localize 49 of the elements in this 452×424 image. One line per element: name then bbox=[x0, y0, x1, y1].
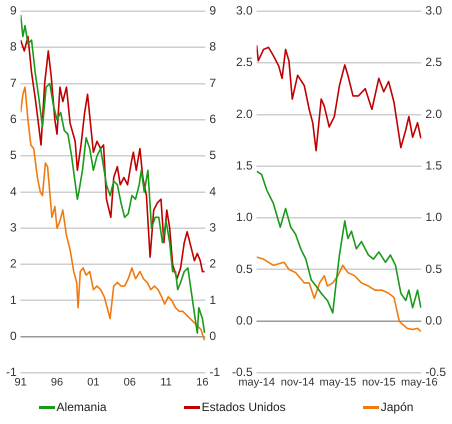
y-tick-label: 5 bbox=[10, 148, 17, 162]
x-tick-label: 06 bbox=[124, 376, 136, 388]
y2-tick-label: 3.0 bbox=[425, 4, 442, 18]
y2-tick-label: 7 bbox=[209, 76, 216, 90]
x-tick-label: may-16 bbox=[400, 376, 438, 388]
x-tick-label: 16 bbox=[196, 376, 209, 388]
y2-tick-label: 5 bbox=[209, 148, 216, 162]
y-tick-label: 1.0 bbox=[236, 210, 253, 224]
y-tick-label: 3.0 bbox=[236, 4, 253, 18]
y-tick-label: 9 bbox=[10, 4, 17, 18]
y2-tick-label: 3 bbox=[209, 220, 216, 234]
y-tick-label: 4 bbox=[10, 184, 17, 198]
y2-tick-label: 8 bbox=[209, 40, 216, 54]
y2-tick-label: 2 bbox=[209, 256, 216, 271]
y2-tick-label: -1 bbox=[209, 365, 220, 380]
y-tick-label: 8 bbox=[10, 40, 17, 54]
y-tick-label: 0.5 bbox=[236, 262, 253, 276]
y2-tick-label: 1.0 bbox=[425, 210, 442, 224]
x-tick-label: nov-14 bbox=[280, 376, 314, 388]
legend-label: Alemania bbox=[56, 400, 107, 414]
y-tick-label: 0 bbox=[10, 328, 17, 343]
y-tick-label: 0.0 bbox=[236, 313, 253, 328]
y2-tick-label: 9 bbox=[209, 4, 216, 18]
y-tick-label: 1.5 bbox=[236, 158, 253, 172]
x-tick-label: 91 bbox=[14, 376, 27, 388]
y-tick-label: -1 bbox=[6, 365, 17, 380]
legend-label: Japón bbox=[380, 400, 414, 414]
y2-tick-label: 6 bbox=[209, 112, 216, 126]
y2-tick-label: 1.5 bbox=[425, 158, 442, 172]
y2-tick-label: 2.0 bbox=[425, 106, 442, 121]
x-tick-label: may-15 bbox=[320, 376, 356, 388]
y2-tick-label: 0.0 bbox=[425, 313, 442, 328]
y2-tick-label: 1 bbox=[209, 292, 216, 307]
y2-tick-label: 0 bbox=[209, 328, 216, 343]
y-tick-label: 3 bbox=[10, 220, 17, 234]
y2-tick-label: 0.5 bbox=[425, 262, 442, 276]
x-tick-label: 96 bbox=[50, 376, 64, 388]
y2-tick-label: 2.5 bbox=[425, 55, 442, 70]
y-tick-label: 7 bbox=[10, 76, 17, 90]
x-tick-label: 01 bbox=[87, 376, 100, 388]
y2-tick-label: 4 bbox=[209, 184, 216, 198]
y-tick-label: 2 bbox=[10, 256, 17, 271]
legend-label: Estados Unidos bbox=[202, 400, 286, 414]
y-tick-label: 2.0 bbox=[236, 106, 253, 121]
y-tick-label: 1 bbox=[10, 292, 17, 307]
y-tick-label: 2.5 bbox=[236, 55, 253, 70]
y-tick-label: 6 bbox=[10, 112, 17, 126]
x-tick-label: 11 bbox=[160, 376, 172, 388]
x-tick-label: nov-15 bbox=[362, 376, 396, 388]
